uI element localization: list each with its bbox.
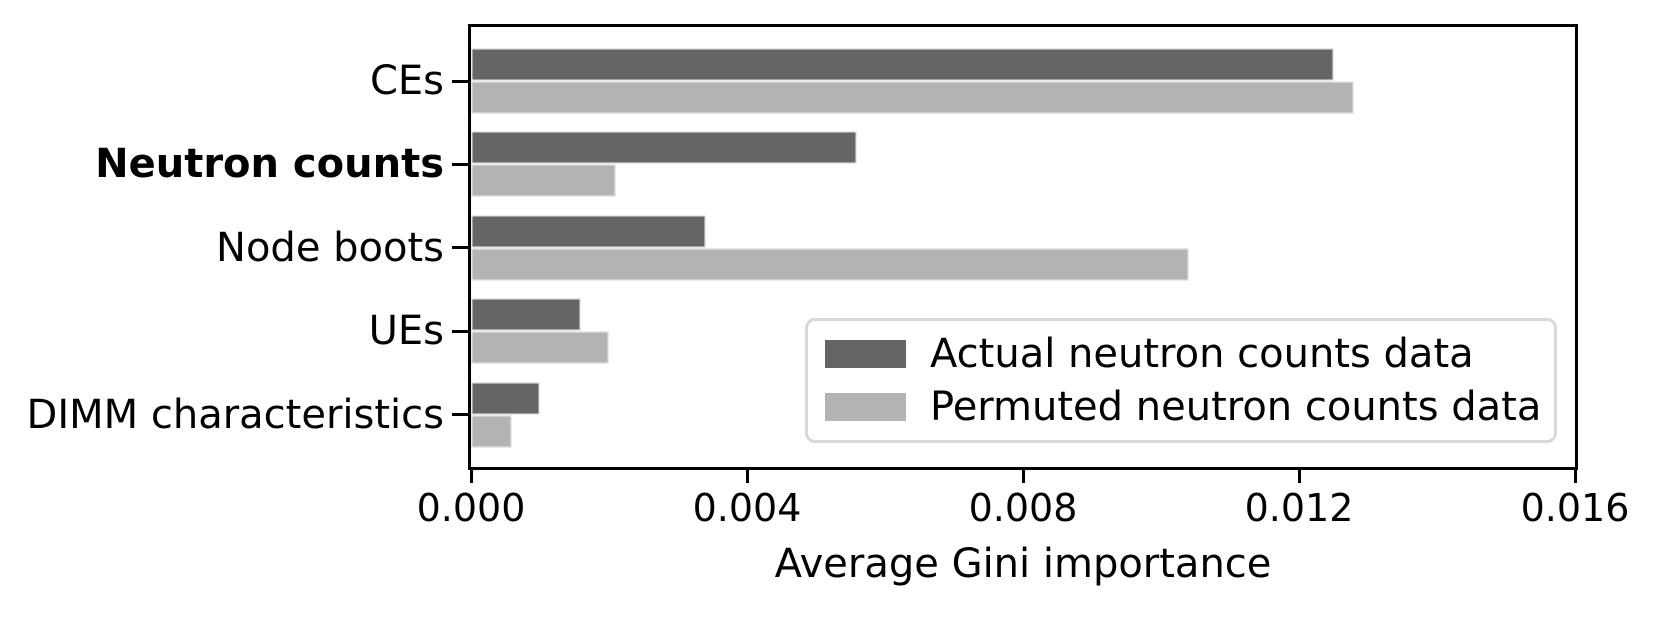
x-tick-label: 0.012 <box>1244 486 1354 530</box>
x-tick-mark <box>745 469 749 483</box>
legend: Actual neutron counts data Permuted neut… <box>805 318 1557 443</box>
bar-actual-3 <box>471 298 582 332</box>
y-tick-label: UEs <box>368 308 444 355</box>
legend-entry-actual: Actual neutron counts data <box>825 334 1554 374</box>
y-tick-label: CEs <box>369 58 444 104</box>
legend-entry-permuted: Permuted neutron counts data <box>825 387 1554 427</box>
y-tick-mark <box>452 162 468 166</box>
x-tick-mark <box>1573 469 1577 483</box>
bar-actual-1 <box>471 131 858 165</box>
y-tick-label: Node boots <box>216 224 444 271</box>
x-tick-label: 0.004 <box>692 486 802 530</box>
x-axis-title: Average Gini importance <box>774 541 1272 587</box>
x-tick-label: 0.016 <box>1520 486 1630 530</box>
y-tick-mark <box>452 329 468 333</box>
x-tick-mark <box>469 469 473 483</box>
y-tick-mark <box>452 79 468 83</box>
x-tick-mark <box>1021 469 1025 483</box>
bar-permuted-0 <box>471 81 1355 114</box>
legend-swatch-actual-icon <box>825 340 906 368</box>
y-tick-mark <box>452 413 468 417</box>
x-tick-label: 0.008 <box>968 486 1078 530</box>
x-tick-label: 0.000 <box>416 486 526 530</box>
legend-swatch-permuted-icon <box>825 393 906 421</box>
bar-permuted-4 <box>471 414 513 448</box>
bar-actual-4 <box>471 381 540 415</box>
bar-actual-2 <box>471 214 706 248</box>
bar-actual-0 <box>471 48 1334 81</box>
plot-inner <box>471 27 1575 467</box>
legend-label-permuted: Permuted neutron counts data <box>930 384 1542 430</box>
bar-permuted-1 <box>471 164 616 198</box>
bar-permuted-2 <box>471 247 1189 281</box>
y-tick-mark <box>452 246 468 250</box>
x-tick-mark <box>1297 469 1301 483</box>
legend-label-actual: Actual neutron counts data <box>930 331 1474 377</box>
y-tick-label: DIMM characteristics <box>26 391 444 438</box>
bar-permuted-3 <box>471 331 609 365</box>
y-tick-label: Neutron counts <box>95 141 444 188</box>
